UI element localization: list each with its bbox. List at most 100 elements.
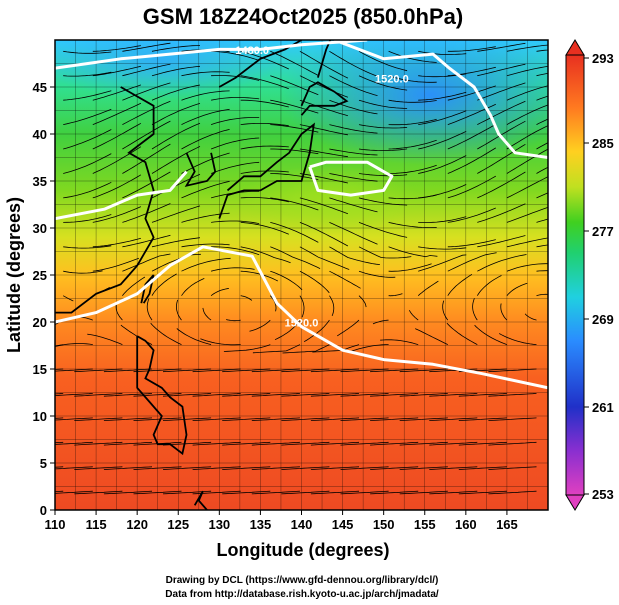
streamline-235 bbox=[477, 143, 526, 174]
streamline-250 bbox=[418, 130, 467, 150]
streamline-258 bbox=[151, 103, 201, 125]
streamline-283 bbox=[388, 99, 437, 103]
streamline-138 bbox=[122, 276, 146, 296]
streamline-275 bbox=[151, 84, 201, 101]
streamline-106 bbox=[150, 322, 182, 345]
x-axis-label: Longitude (degrees) bbox=[216, 540, 389, 560]
streamline-308 bbox=[122, 42, 171, 52]
streamline-229 bbox=[299, 173, 348, 184]
streamline-35 bbox=[55, 441, 93, 445]
streamline-263 bbox=[299, 124, 348, 136]
x-tick-label: 155 bbox=[414, 517, 436, 532]
streamline-126 bbox=[249, 319, 271, 332]
streamline-190 bbox=[151, 205, 201, 223]
streamline-90 bbox=[162, 368, 212, 373]
streamline-236 bbox=[506, 148, 548, 174]
streamline-322 bbox=[536, 49, 548, 52]
contour-labels: 1480.0 1520.0 1520.0 bbox=[235, 45, 408, 330]
streamline-315 bbox=[329, 50, 378, 77]
streamline-11 bbox=[340, 490, 389, 495]
contour-line-3 bbox=[308, 160, 394, 197]
streamline-253 bbox=[506, 125, 548, 150]
streamline-287 bbox=[506, 85, 548, 101]
streamline-41 bbox=[222, 441, 271, 446]
streamline-182 bbox=[418, 246, 467, 250]
streamline-99 bbox=[429, 368, 478, 373]
streamline-314 bbox=[299, 50, 349, 79]
streamline-156 bbox=[151, 253, 201, 272]
streamline-108 bbox=[200, 338, 241, 346]
streamline-8 bbox=[251, 490, 300, 495]
streamline-129 bbox=[336, 319, 360, 337]
colorbar-tick-label: 261 bbox=[592, 400, 614, 415]
streamline-71 bbox=[103, 393, 153, 397]
contour-line-0 bbox=[55, 40, 368, 70]
streamline-48 bbox=[429, 441, 478, 446]
streamline-74 bbox=[192, 393, 241, 397]
streamline-9 bbox=[281, 490, 330, 495]
streamline-3 bbox=[103, 490, 153, 495]
streamline-292 bbox=[151, 65, 201, 77]
colorbar: 293 285 277 269 261 253 bbox=[565, 39, 614, 511]
streamline-213 bbox=[329, 197, 378, 213]
streamline-303 bbox=[477, 63, 526, 77]
streamline-130 bbox=[372, 319, 389, 325]
y-tick-label: 15 bbox=[33, 362, 47, 377]
streamline-114 bbox=[380, 339, 419, 345]
streamline-73 bbox=[162, 393, 212, 397]
streamline-198 bbox=[388, 222, 437, 229]
streamline-147 bbox=[388, 293, 403, 297]
contour-lines bbox=[55, 40, 548, 390]
streamline-86 bbox=[55, 368, 93, 372]
streamline-118 bbox=[499, 333, 537, 345]
streamline-183 bbox=[447, 239, 496, 248]
streamline-300 bbox=[388, 75, 437, 83]
streamline-167 bbox=[477, 254, 527, 272]
streamline-146 bbox=[358, 295, 367, 308]
streamline-155 bbox=[122, 253, 171, 272]
streamline-212 bbox=[299, 197, 349, 215]
streamline-264 bbox=[329, 124, 378, 134]
contour-label-1: 1520.0 bbox=[375, 73, 409, 85]
streamline-208 bbox=[181, 180, 230, 199]
x-tick-label: 165 bbox=[496, 517, 518, 532]
streamline-136 bbox=[62, 295, 74, 302]
y-axis-ticks: 0 5 10 15 20 25 30 35 40 45 bbox=[33, 80, 55, 518]
streamline-70 bbox=[74, 393, 123, 397]
streamline-79 bbox=[340, 393, 389, 397]
streamline-203 bbox=[536, 218, 548, 223]
streamline-216 bbox=[418, 184, 467, 199]
streamline-299 bbox=[358, 75, 408, 91]
contour-line-4 bbox=[55, 245, 548, 390]
streamline-50 bbox=[488, 441, 537, 446]
streamline-234 bbox=[447, 147, 497, 174]
streamline-274 bbox=[122, 82, 171, 101]
streamline-32 bbox=[458, 466, 507, 470]
streamline-77 bbox=[281, 393, 330, 397]
y-tick-label: 45 bbox=[33, 80, 47, 95]
streamline-309 bbox=[151, 45, 201, 52]
colorbar-tick-label: 269 bbox=[592, 312, 614, 327]
streamline-15 bbox=[458, 490, 507, 495]
streamline-132 bbox=[442, 300, 449, 321]
chart-title: GSM 18Z24Oct2025 (850.0hPa) bbox=[143, 4, 463, 29]
streamline-194 bbox=[270, 222, 319, 243]
streamline-174 bbox=[181, 243, 230, 248]
streamline-185 bbox=[506, 237, 548, 248]
streamline-46 bbox=[370, 441, 419, 446]
streamline-276 bbox=[181, 90, 230, 101]
streamline-219 bbox=[506, 176, 548, 199]
streamline-62 bbox=[340, 417, 389, 421]
streamline-313 bbox=[270, 50, 319, 76]
streamline-82 bbox=[429, 393, 478, 397]
streamline-76 bbox=[251, 393, 300, 397]
streamline-321 bbox=[506, 44, 548, 52]
streamline-61 bbox=[310, 417, 360, 421]
streamline-288 bbox=[536, 95, 548, 101]
x-tick-label: 150 bbox=[373, 517, 395, 532]
streamline-59 bbox=[251, 417, 300, 421]
streamline-2 bbox=[74, 490, 123, 495]
streamline-134 bbox=[500, 303, 508, 321]
streamline-200 bbox=[447, 207, 496, 223]
streamline-304 bbox=[506, 65, 548, 77]
